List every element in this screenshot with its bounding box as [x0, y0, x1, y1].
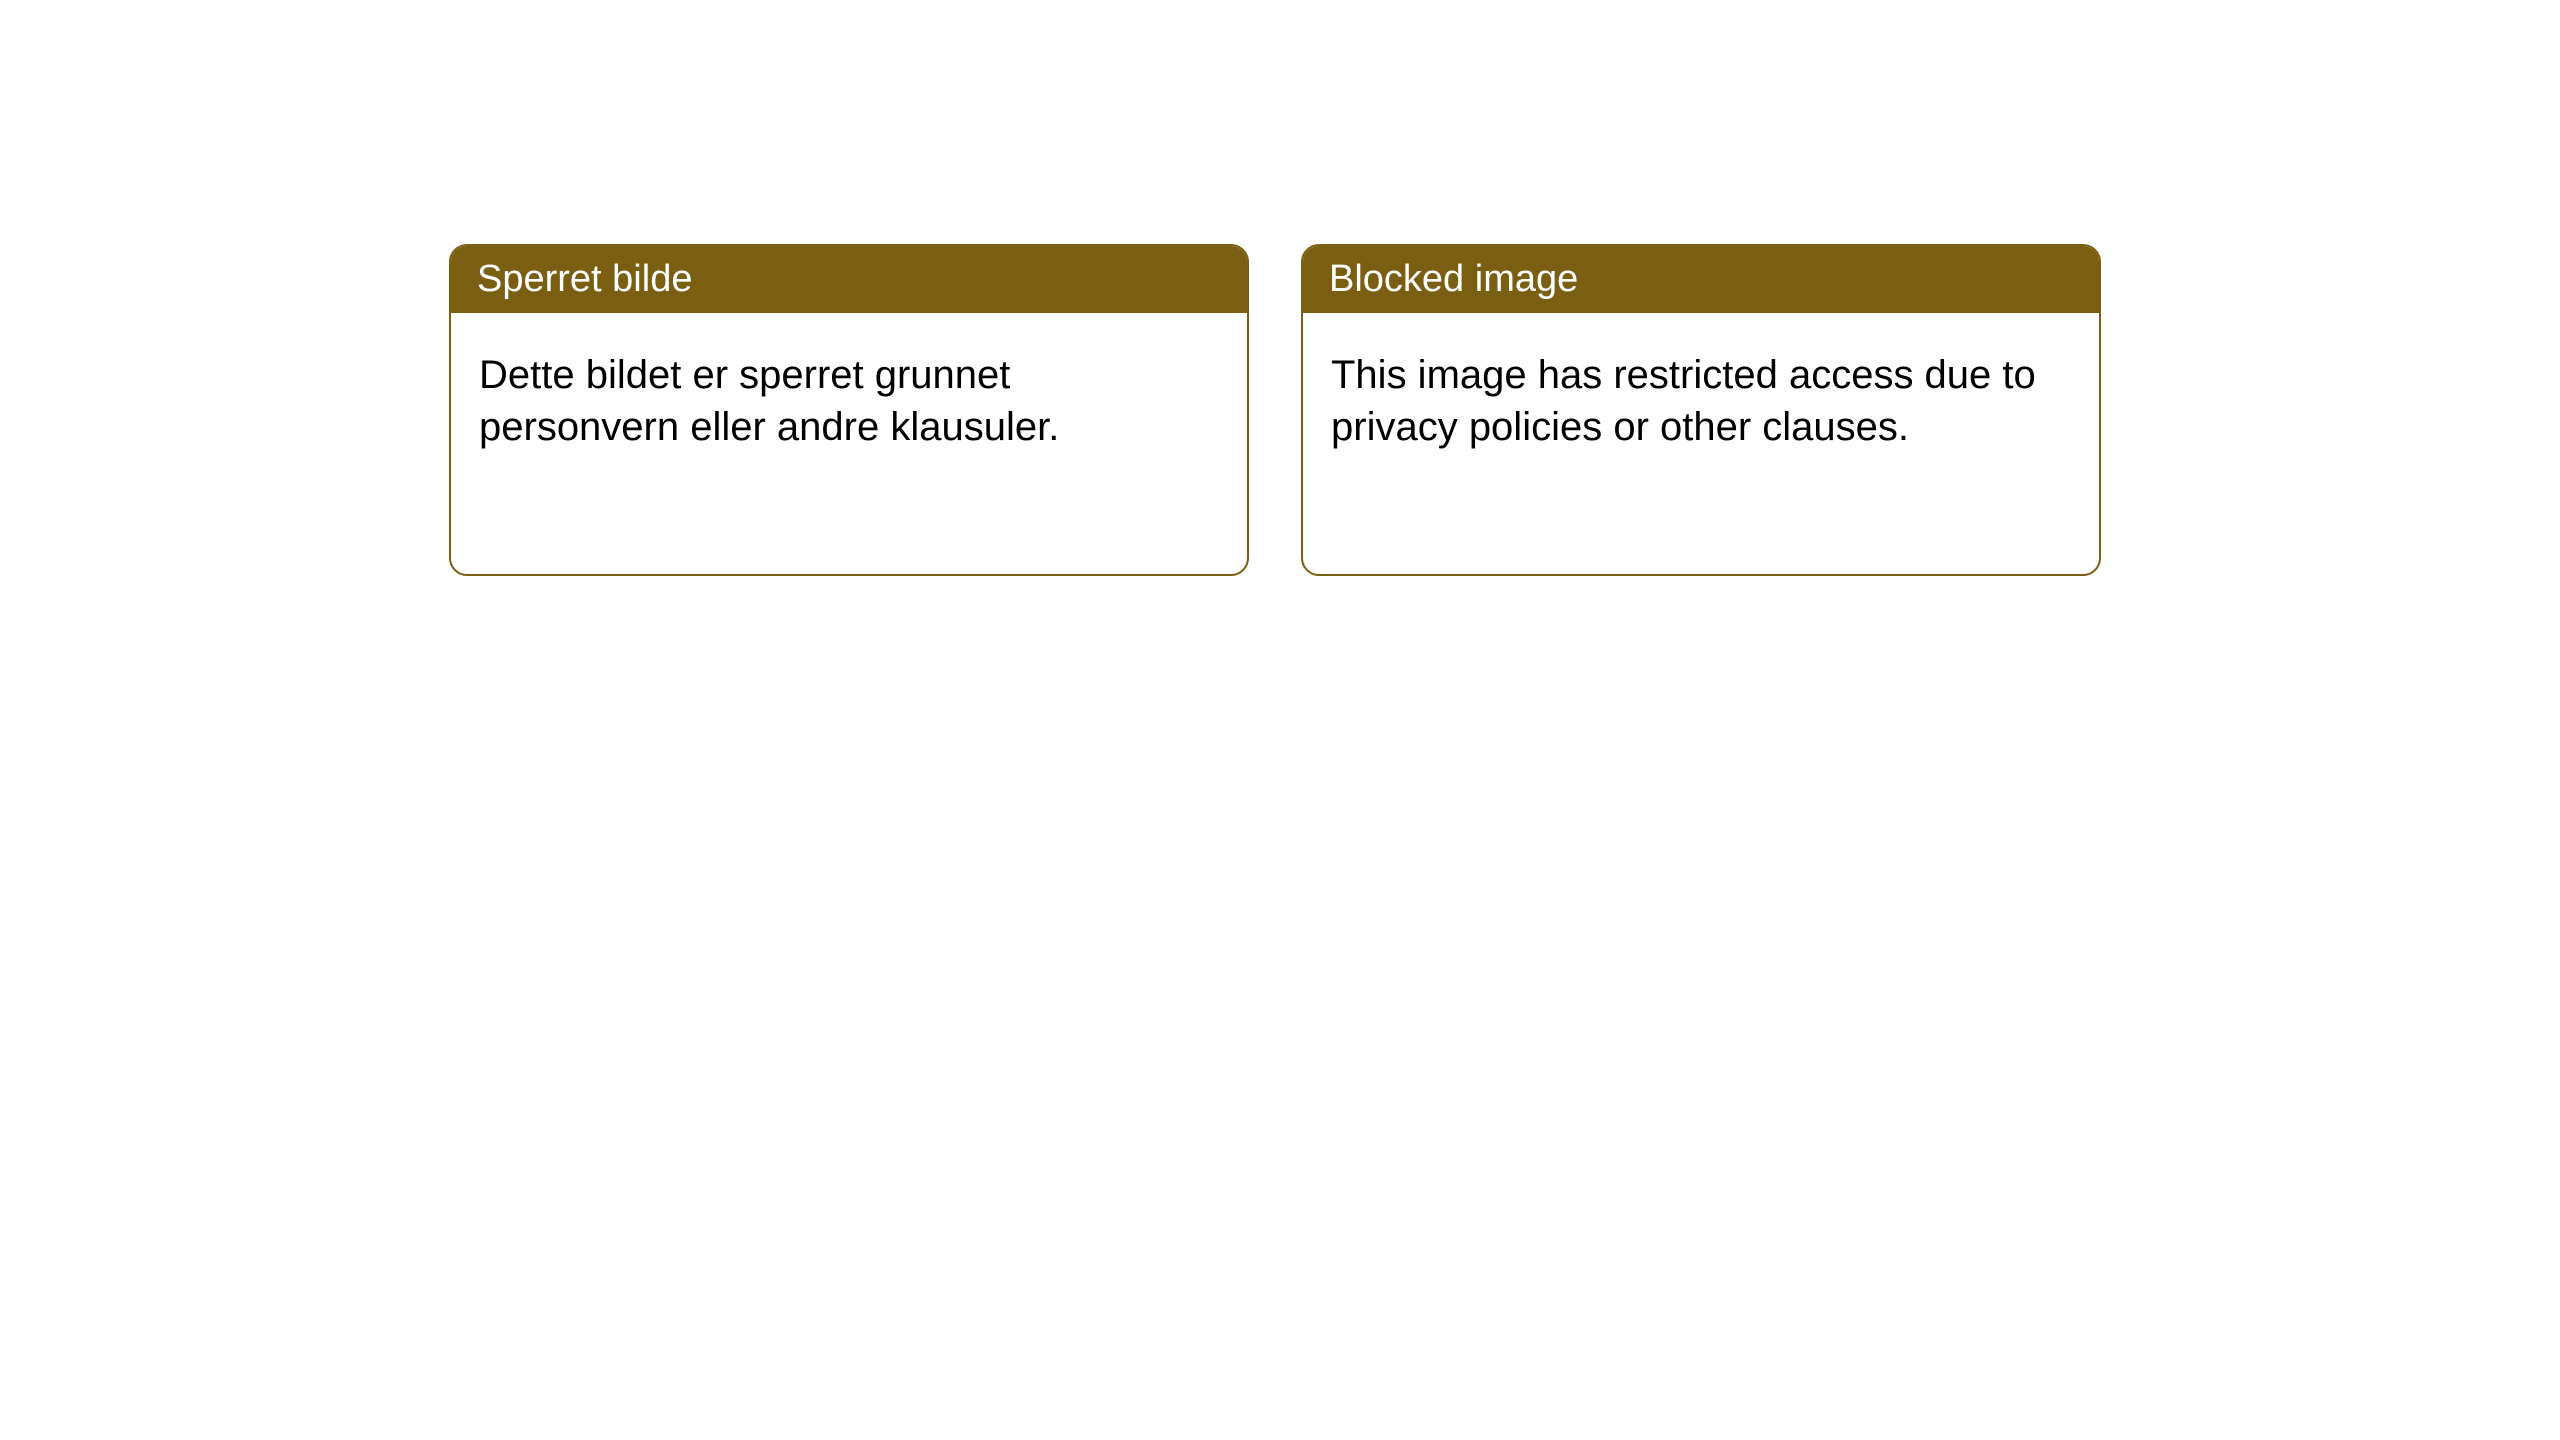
- blocked-image-card-no: Sperret bilde Dette bildet er sperret gr…: [449, 244, 1249, 576]
- blocked-image-card-en: Blocked image This image has restricted …: [1301, 244, 2101, 576]
- card-header-en: Blocked image: [1303, 246, 2099, 313]
- notice-cards-container: Sperret bilde Dette bildet er sperret gr…: [449, 244, 2101, 576]
- card-body-text-no: Dette bildet er sperret grunnet personve…: [479, 353, 1059, 449]
- card-header-no: Sperret bilde: [451, 246, 1247, 313]
- card-title-en: Blocked image: [1329, 258, 1578, 300]
- card-body-en: This image has restricted access due to …: [1303, 313, 2099, 489]
- card-body-text-en: This image has restricted access due to …: [1331, 353, 2036, 449]
- card-body-no: Dette bildet er sperret grunnet personve…: [451, 313, 1247, 489]
- card-title-no: Sperret bilde: [477, 258, 692, 300]
